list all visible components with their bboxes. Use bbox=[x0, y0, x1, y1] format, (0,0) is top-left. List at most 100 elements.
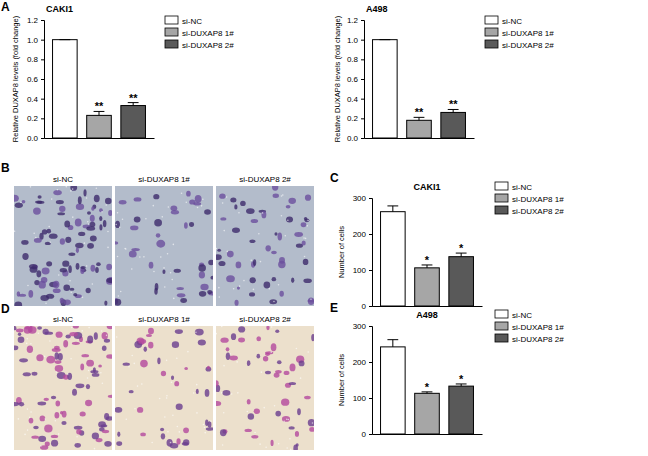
bar bbox=[381, 212, 406, 306]
legend-swatch bbox=[165, 16, 178, 24]
cell-blob bbox=[117, 432, 120, 438]
cell-blob bbox=[86, 384, 90, 389]
pore bbox=[50, 241, 52, 243]
cell-blob bbox=[264, 282, 271, 289]
pore bbox=[283, 420, 285, 422]
micrograph-background bbox=[14, 326, 112, 450]
pore bbox=[27, 285, 29, 287]
cell-blob bbox=[269, 299, 277, 304]
pore bbox=[29, 417, 31, 419]
pore bbox=[55, 420, 57, 422]
pore bbox=[260, 261, 262, 263]
pore bbox=[166, 360, 168, 362]
cell-blob bbox=[14, 402, 19, 406]
pore bbox=[312, 422, 314, 424]
legend-swatch bbox=[165, 40, 178, 48]
pore bbox=[94, 448, 96, 450]
cell-blob bbox=[140, 432, 146, 436]
cell-blob bbox=[256, 336, 261, 341]
cell-blob bbox=[222, 390, 230, 396]
pore bbox=[185, 201, 187, 203]
pore bbox=[141, 383, 143, 385]
error-cap bbox=[59, 39, 70, 40]
y-tick: 200 bbox=[353, 230, 372, 239]
tick-label: 200 bbox=[353, 230, 367, 239]
pore bbox=[70, 358, 72, 360]
cell-blob bbox=[272, 277, 277, 281]
x-axis bbox=[373, 306, 483, 307]
pore bbox=[221, 326, 223, 327]
tick-mark bbox=[361, 59, 364, 60]
pore bbox=[124, 248, 126, 250]
cell-blob bbox=[282, 416, 290, 422]
panel-label: E bbox=[330, 301, 338, 315]
cell-blob bbox=[176, 404, 183, 410]
cell-blob bbox=[40, 295, 49, 301]
cell-blob bbox=[51, 396, 56, 400]
pore bbox=[126, 418, 128, 420]
tick-mark bbox=[361, 138, 364, 139]
cell-blob bbox=[99, 216, 102, 221]
pore bbox=[86, 197, 88, 199]
cell-blob bbox=[303, 259, 309, 265]
cell-blob bbox=[51, 435, 58, 438]
y-axis-title: Relative DUXAP8 levels (fold change) bbox=[333, 15, 342, 142]
pore bbox=[106, 335, 108, 337]
cell-blob bbox=[273, 194, 279, 198]
cell-blob bbox=[99, 224, 102, 230]
legend-swatch bbox=[485, 28, 498, 36]
image-caption: si-NC bbox=[53, 175, 73, 184]
pore bbox=[221, 392, 223, 394]
tick-label: 1.2 bbox=[27, 16, 39, 25]
cell-blob bbox=[91, 207, 94, 211]
bar bbox=[449, 257, 474, 306]
significance: * bbox=[459, 373, 464, 385]
cell-blob bbox=[251, 435, 258, 439]
cell-blob bbox=[76, 203, 84, 210]
tick-mark bbox=[361, 118, 364, 119]
pore bbox=[288, 419, 290, 421]
cell-blob bbox=[14, 301, 22, 306]
cell-blob bbox=[60, 411, 63, 415]
pore bbox=[287, 219, 289, 221]
legend-entry: si-DUXAP8 2# bbox=[165, 40, 234, 50]
legend-label: si-NC bbox=[512, 183, 532, 192]
cell-blob bbox=[78, 196, 82, 204]
pore bbox=[262, 212, 264, 214]
cell-blob bbox=[106, 264, 112, 270]
pore bbox=[153, 271, 155, 273]
cell-blob bbox=[17, 291, 20, 297]
pore bbox=[210, 420, 212, 422]
pore bbox=[71, 327, 73, 329]
cell-blob bbox=[102, 430, 109, 433]
error-cap bbox=[387, 205, 398, 206]
cell-blob bbox=[265, 352, 270, 355]
cell-blob bbox=[161, 371, 166, 377]
tick-mark bbox=[369, 398, 372, 399]
cell-blob bbox=[251, 219, 258, 223]
cell-blob bbox=[157, 357, 160, 364]
plot-marks bbox=[373, 40, 466, 138]
cell-blob bbox=[106, 278, 112, 285]
legend-label: si-DUXAP8 2# bbox=[512, 335, 564, 344]
bar bbox=[415, 268, 440, 306]
cell-blob bbox=[64, 220, 70, 227]
cell-blob bbox=[149, 262, 154, 269]
pore bbox=[231, 393, 233, 395]
bar bbox=[53, 40, 78, 138]
pore bbox=[33, 232, 35, 234]
cell-blob bbox=[104, 339, 110, 343]
tick-label: 300 bbox=[353, 194, 367, 203]
cell-blob bbox=[80, 266, 85, 269]
cell-blob bbox=[171, 210, 179, 214]
legend-label: si-NC bbox=[502, 17, 522, 26]
cell-blob bbox=[76, 263, 80, 270]
pore bbox=[30, 186, 32, 188]
pore bbox=[171, 381, 173, 383]
cell-blob bbox=[196, 389, 199, 394]
cell-blob bbox=[36, 270, 41, 277]
cell-blob bbox=[86, 288, 91, 293]
cell-blob bbox=[254, 409, 260, 414]
legend: si-NCsi-DUXAP8 1#si-DUXAP8 2# bbox=[165, 16, 234, 50]
tick-mark bbox=[369, 326, 372, 327]
